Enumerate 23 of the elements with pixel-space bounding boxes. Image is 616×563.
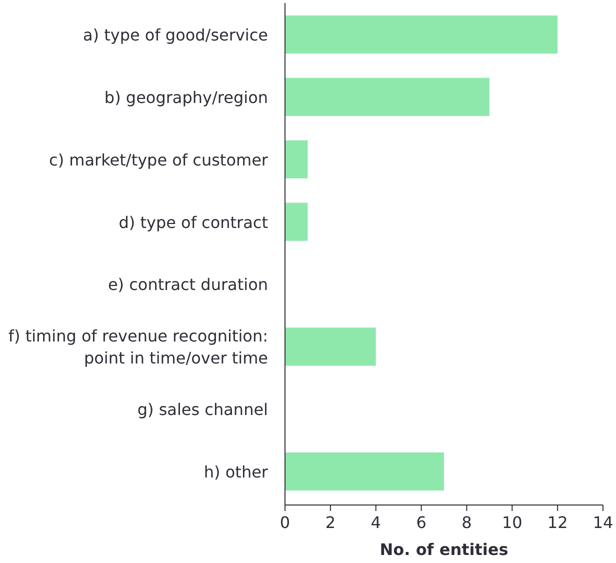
y-tick-label: e) contract duration: [108, 274, 268, 294]
x-tick-label: 14: [592, 513, 614, 532]
x-tick-label: 2: [325, 513, 336, 532]
bar: [285, 202, 308, 241]
bar: [285, 140, 308, 178]
x-tick-label: 4: [370, 513, 381, 532]
bar: [285, 78, 490, 116]
y-tick-label: c) market/type of customer: [49, 150, 268, 169]
x-tick-label: 0: [280, 513, 290, 532]
y-tick-label: b) geography/region: [104, 87, 268, 106]
bar: [285, 15, 558, 54]
y-tick-label: f) timing of revenue recognition: point in time/over time: [8, 326, 268, 368]
bar: [285, 328, 376, 366]
x-tick-label: 10: [502, 513, 522, 532]
y-tick-label: a) type of good/service: [82, 25, 268, 44]
x-tick-label: 6: [416, 513, 426, 532]
x-tick-label: 8: [462, 513, 472, 532]
y-tick-label: g) sales channel: [137, 400, 268, 419]
bar: [285, 452, 444, 491]
y-tick-label: d) type of contract: [118, 212, 268, 232]
x-tick-label: 12: [547, 513, 568, 532]
x-axis-title: No. of entities: [380, 540, 508, 559]
y-tick-label: h) other: [204, 462, 268, 481]
